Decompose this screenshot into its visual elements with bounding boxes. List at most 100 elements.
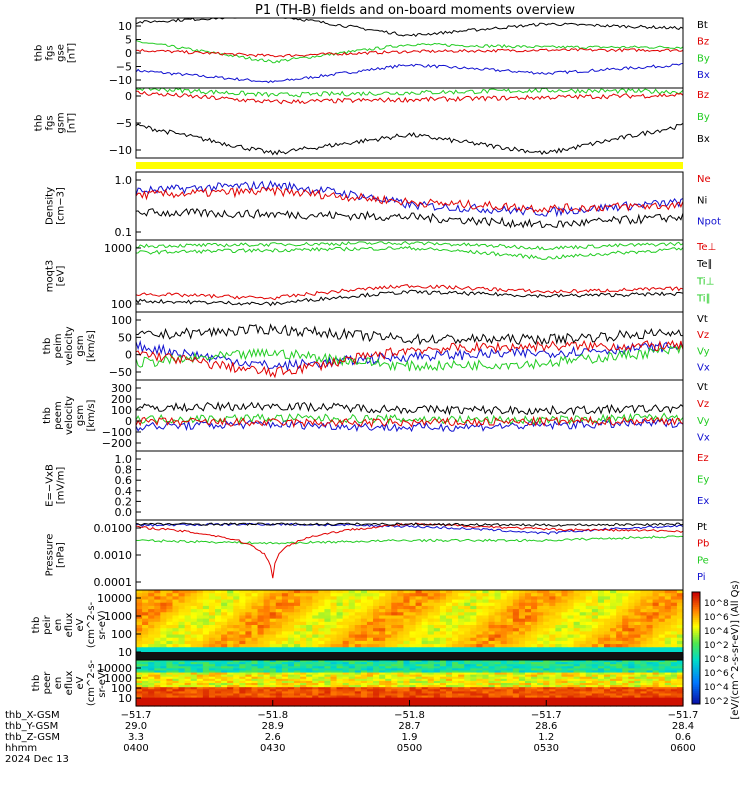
spectrogram-cell — [494, 628, 502, 632]
spectrogram-cell — [281, 599, 289, 604]
spectrogram-cell — [221, 593, 228, 597]
spectrogram-cell — [196, 647, 204, 652]
spectrogram-cell — [366, 699, 374, 703]
spectrogram-cell — [622, 687, 629, 690]
spectrogram-cell — [342, 676, 350, 680]
spectrogram-cell — [579, 590, 587, 594]
spectrogram-cell — [640, 596, 648, 601]
spectrogram-cell — [537, 691, 544, 695]
spectrogram-cell — [506, 695, 514, 699]
spectrogram-cell — [190, 693, 198, 697]
spectrogram-cell — [427, 596, 435, 601]
spectrogram-cell — [555, 660, 563, 663]
spectrogram-cell — [537, 676, 544, 680]
spectrogram-cell — [300, 609, 307, 613]
spectrogram-cell — [178, 691, 186, 695]
spectrogram-cell — [154, 683, 161, 686]
spectrogram-cell — [391, 647, 398, 652]
spectrogram-cell — [421, 605, 429, 610]
spectrogram-cell — [324, 612, 332, 617]
spectrogram-cell — [439, 662, 447, 665]
spectrogram-cell — [263, 695, 271, 699]
spectrogram-cell — [549, 678, 556, 682]
spectrogram-cell — [287, 691, 295, 695]
spectrogram-cell — [166, 668, 174, 672]
spectrogram-cell — [494, 699, 502, 703]
spectrogram-cell — [470, 670, 477, 674]
spectrogram-cell — [269, 695, 277, 699]
spectrogram-cell — [591, 631, 599, 636]
spectrogram-cell — [616, 685, 623, 688]
spectrogram-cell — [154, 666, 161, 669]
spectrogram-cell — [366, 678, 374, 682]
spectrogram-cell — [470, 699, 477, 703]
spectrogram-cell — [439, 678, 447, 682]
spectrogram-cell — [561, 640, 569, 645]
spectrogram-cell — [208, 612, 216, 617]
spectrogram-cell — [287, 625, 295, 629]
spectrogram-cell — [433, 602, 441, 607]
spectrogram-cell — [670, 647, 678, 652]
spectrogram-cell — [202, 631, 210, 636]
spectrogram-cell — [543, 596, 550, 601]
spectrogram-cell — [318, 703, 326, 707]
spectrogram-cell — [227, 637, 234, 642]
spectrogram-cell — [622, 691, 629, 695]
spectrogram-cell — [263, 674, 271, 678]
spectrogram-cell — [318, 612, 326, 617]
spectrogram-cell — [294, 637, 301, 642]
spectrogram-cell — [348, 609, 356, 613]
spectrogram-cell — [263, 693, 271, 697]
spectrogram-cell — [196, 683, 204, 686]
spectrogram-cell — [294, 605, 301, 610]
spectrogram-cell — [512, 625, 520, 629]
spectrogram-cell — [379, 703, 386, 707]
spectrogram-cell — [427, 599, 435, 604]
spectrogram-cell — [445, 672, 453, 676]
x-tick-label: 0500 — [397, 743, 422, 754]
y-axis-label: [nT] — [67, 43, 78, 63]
spectrogram-cell — [676, 678, 684, 682]
spectrogram-cell — [330, 685, 338, 688]
spectrogram-cell — [190, 631, 198, 636]
spectrogram-cell — [397, 699, 405, 703]
colorbar-cell — [692, 623, 700, 627]
spectrogram-cell — [318, 599, 326, 604]
spectrogram-cell — [148, 664, 155, 667]
spectrogram-cell — [591, 647, 599, 652]
spectrogram-cell — [622, 599, 629, 604]
spectrogram-cell — [585, 631, 593, 636]
colorbar-tick-label: 10^8 — [704, 655, 729, 665]
colorbar-cell — [692, 662, 700, 666]
spectrogram-cell — [531, 680, 538, 684]
spectrogram-cell — [676, 621, 684, 626]
spectrogram-cell — [336, 602, 344, 607]
spectrogram-cell — [433, 644, 441, 648]
spectrogram-cell — [136, 703, 143, 707]
spectrogram-cell — [482, 664, 490, 667]
spectrogram-cell — [379, 596, 386, 601]
spectrogram-cell — [324, 628, 332, 632]
spectrogram-cell — [555, 628, 563, 632]
spectrogram-cell — [154, 685, 161, 688]
spectrogram-cell — [494, 593, 502, 597]
spectrogram-cell — [603, 605, 611, 610]
spectrogram-cell — [524, 640, 532, 645]
spectrogram-cell — [482, 670, 490, 674]
spectrogram-cell — [452, 670, 459, 674]
spectrogram-cell — [567, 689, 575, 692]
spectrogram-cell — [452, 647, 459, 652]
spectrogram-cell — [506, 644, 514, 648]
spectrogram-cell — [397, 637, 405, 642]
spectrogram-cell — [433, 687, 441, 690]
spectrogram-cell — [336, 605, 344, 610]
spectrogram-cell — [500, 593, 508, 597]
spectrogram-cell — [555, 678, 563, 682]
spectrogram-cell — [348, 691, 356, 695]
spectrogram-cell — [160, 672, 167, 676]
spectrogram-cell — [397, 596, 405, 601]
spectrogram-cell — [257, 670, 265, 674]
spectrogram-cell — [555, 612, 563, 617]
spectrogram-cell — [512, 695, 520, 699]
spectrogram-cell — [634, 612, 642, 617]
